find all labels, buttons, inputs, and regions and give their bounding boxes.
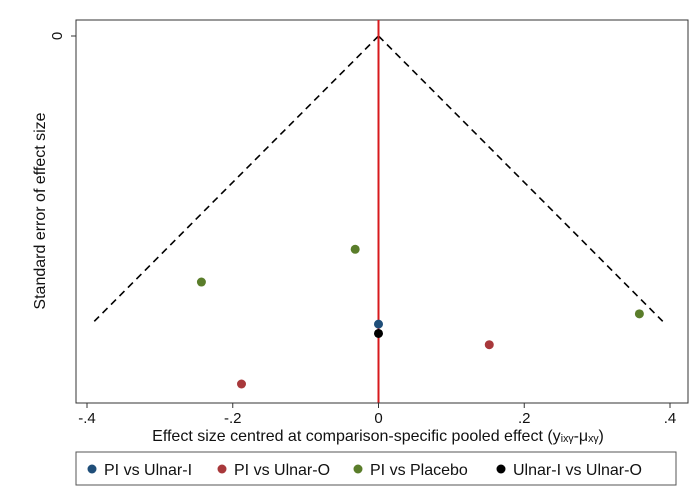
- data-point: [236, 379, 246, 389]
- data-points: [196, 244, 644, 389]
- plot-area: [75, 19, 689, 404]
- y-tick-label: 0: [49, 32, 66, 40]
- data-point: [374, 319, 383, 329]
- legend-label: Ulnar-I vs Ulnar-O: [513, 462, 642, 479]
- legend-marker: [353, 464, 363, 474]
- legend-label: PI vs Placebo: [370, 462, 468, 479]
- y-axis-title: Standard error of effect size: [32, 112, 49, 309]
- legend-marker: [87, 464, 97, 474]
- data-point: [634, 309, 644, 319]
- x-axis: -.4 -.2 0 .2 .4: [76, 402, 688, 427]
- legend-marker: [217, 464, 227, 474]
- legend-marker: [496, 464, 506, 474]
- legend-label: PI vs Ulnar-I: [104, 462, 192, 479]
- data-point: [484, 340, 494, 350]
- x-tick-label: 0: [374, 410, 382, 427]
- legend-box: [75, 451, 677, 486]
- legend: PI vs Ulnar-I PI vs Ulnar-O PI vs Placebo U…: [87, 462, 642, 479]
- data-point: [196, 277, 206, 287]
- x-tick-label: .4: [664, 410, 677, 427]
- data-point: [350, 244, 360, 254]
- data-point: [374, 328, 383, 338]
- x-tick-label: -.2: [224, 410, 242, 427]
- x-tick-label: -.4: [78, 410, 96, 427]
- y-axis: 0: [49, 32, 76, 40]
- x-axis-title: Effect size centred at comparison-specif…: [152, 428, 604, 445]
- legend-label: PI vs Ulnar-O: [234, 462, 330, 479]
- x-tick-label: .2: [518, 410, 531, 427]
